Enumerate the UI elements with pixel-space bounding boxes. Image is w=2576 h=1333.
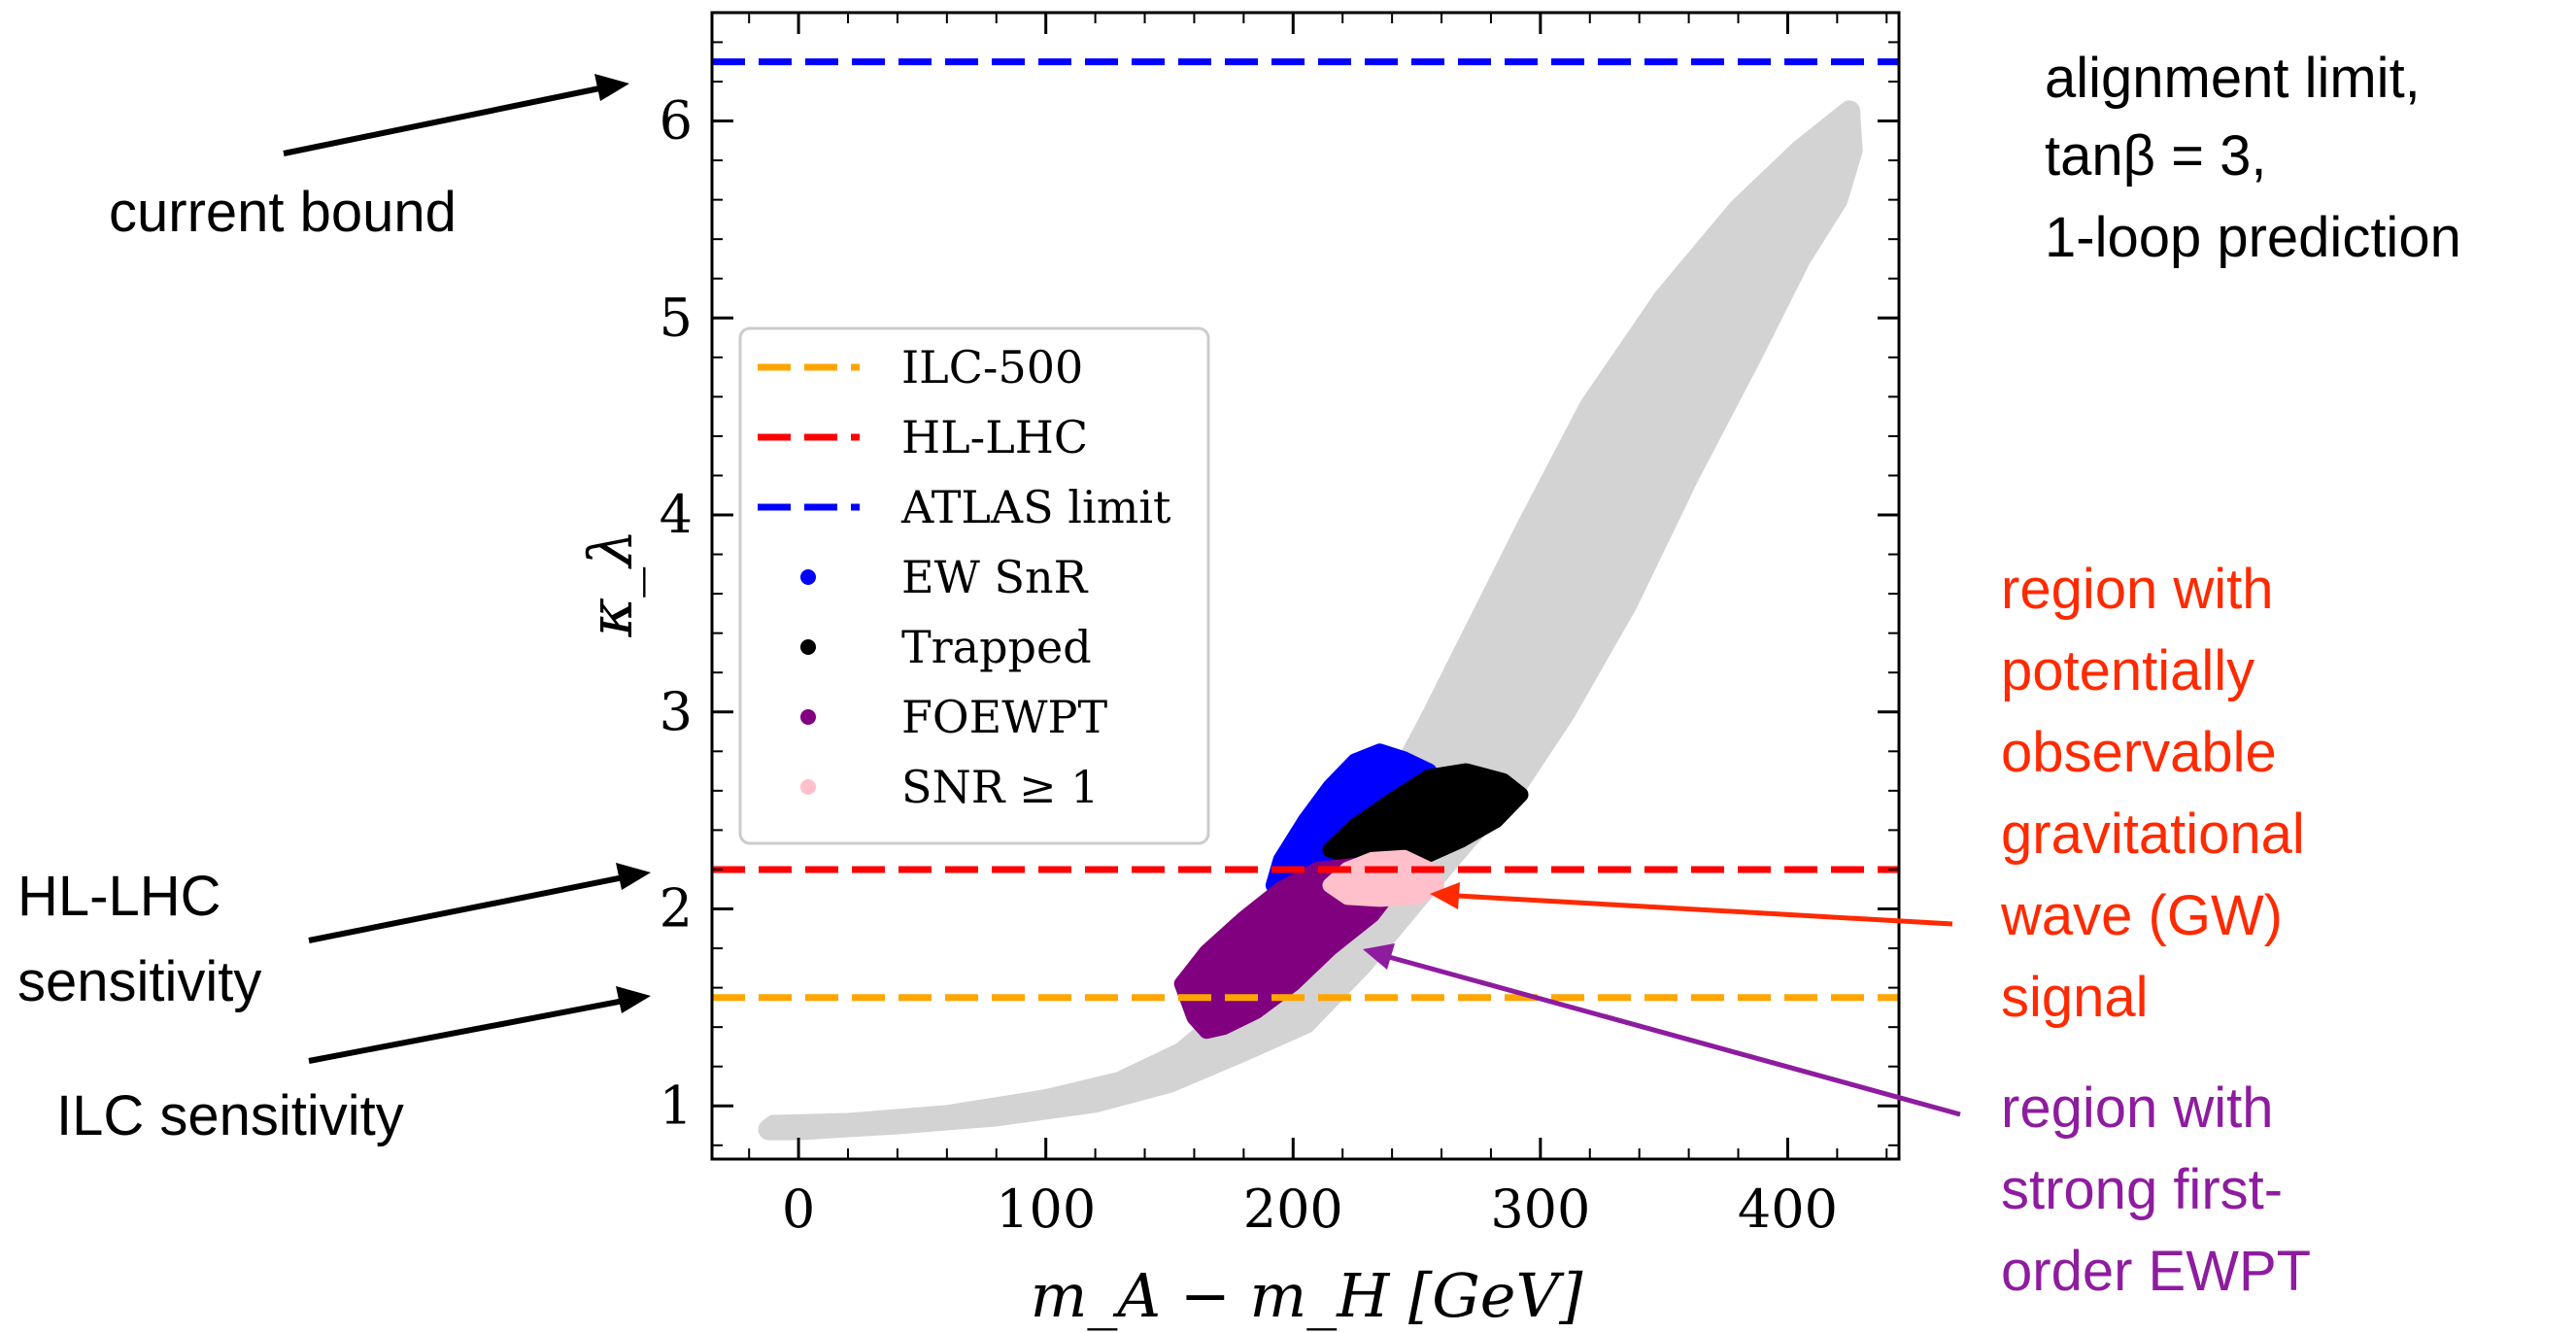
legend-box: [738, 326, 1210, 845]
legend-label-ilc-500: ILC-500: [901, 341, 1083, 393]
current-bound-arrow-line: [283, 85, 605, 156]
x-tick-label: 400: [1738, 1179, 1838, 1240]
legend-label-foewpt: FOEWPT: [901, 691, 1107, 743]
legend-label-trapped: Trapped: [901, 621, 1092, 673]
gw-label-line: wave (GW): [2000, 884, 2283, 947]
legend: ILC-500 HL-LHC ATLAS limit EW SnR Trapped FOE…: [738, 326, 1210, 845]
legend-swatch-trapped: [800, 639, 816, 655]
current-bound-label: current bound: [109, 181, 457, 244]
x-axis-label: m_A − m_H [GeV]: [1031, 1260, 1584, 1331]
foewpt-label-line: order EWPT: [2001, 1240, 2311, 1303]
reference-lines-layer: [712, 58, 1899, 1002]
legend-label-atlas-limit: ATLAS limit: [900, 481, 1171, 533]
gw-arrow-line: [1456, 893, 1953, 927]
legend-swatch-ew-snr: [800, 569, 816, 585]
gw-label-line: observable: [2001, 721, 2277, 784]
annotations: current bound alignment limit, tanβ = 3,…: [17, 47, 2461, 1303]
gw-region-label: region with potentially observable gravitat…: [2000, 558, 2305, 1029]
gw-arrowhead: [1430, 882, 1460, 909]
ilc-arrowhead: [616, 986, 651, 1013]
foewpt-arrowhead: [1363, 943, 1395, 970]
hl-lhc-label-line-2: sensitivity: [17, 950, 261, 1013]
x-tick-label: 0: [782, 1179, 815, 1240]
y-tick-label: 5: [660, 287, 693, 348]
hl-lhc-label-line-1: HL-LHC: [17, 865, 221, 928]
alignment-line-3: 1-loop prediction: [2045, 206, 2461, 269]
foewpt-region-label: region with strong first-order EWPT: [2001, 1077, 2311, 1303]
hl-lhc-arrowhead: [616, 863, 651, 890]
foewpt-label-line: region with: [2001, 1077, 2273, 1140]
ilc-label: ILC sensitivity: [56, 1084, 404, 1147]
x-tick-label: 200: [1243, 1179, 1343, 1240]
y-axis-label: κ_λ: [575, 530, 646, 638]
alignment-line-1: alignment limit,: [2045, 47, 2421, 110]
legend-swatch-snr-1: [800, 779, 816, 795]
alignment-line-2: tanβ = 3,: [2045, 124, 2266, 188]
gw-label-line: region with: [2001, 558, 2273, 621]
current-bound-arrowhead: [594, 74, 629, 101]
legend-label-ew-snr: EW SnR: [901, 551, 1089, 603]
y-tick-label: 2: [660, 878, 693, 940]
x-tick-label: 300: [1490, 1179, 1590, 1240]
gw-label-line: potentially: [2001, 639, 2254, 702]
gw-label-line: signal: [2001, 966, 2149, 1029]
legend-swatch-foewpt: [800, 709, 816, 725]
legend-label-hl-lhc: HL-LHC: [901, 411, 1088, 463]
region-snr-1: [1322, 849, 1444, 907]
x-tick-label: 100: [996, 1179, 1096, 1240]
y-tick-label: 3: [660, 681, 693, 742]
y-tick-label: 4: [660, 484, 693, 545]
ilc-arrow-line: [308, 998, 625, 1064]
legend-label-snr-1: SNR ≥ 1: [901, 761, 1099, 813]
gw-label-line: gravitational: [2001, 803, 2305, 866]
y-tick-label: 6: [660, 90, 693, 152]
region-scatter-layer: [1173, 743, 1529, 1040]
hl-lhc-arrow-line: [308, 874, 625, 943]
foewpt-label-line: strong first-: [2001, 1158, 2283, 1221]
foewpt-arrow-line: [1388, 954, 1961, 1117]
y-tick-label: 1: [660, 1075, 693, 1136]
axes-frame: [710, 11, 1901, 1161]
ticks-layer: 0 100 200 300 400 1 2 3 4 5 6: [660, 13, 1899, 1240]
